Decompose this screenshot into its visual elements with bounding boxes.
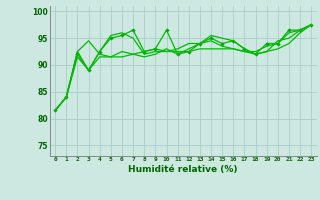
X-axis label: Humidité relative (%): Humidité relative (%): [128, 165, 238, 174]
